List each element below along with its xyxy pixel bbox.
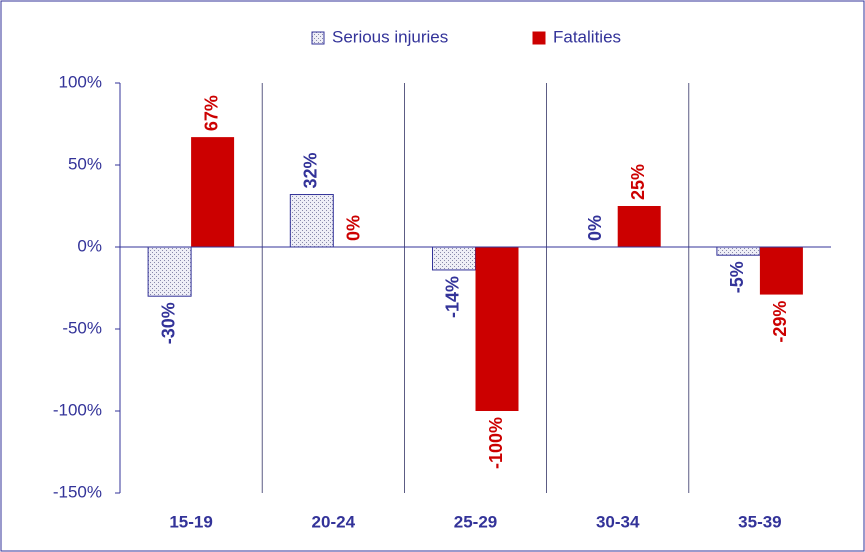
data-label: 0%	[585, 215, 605, 241]
bar	[432, 246, 476, 271]
x-tick-label: 15-19	[169, 512, 212, 531]
legend-swatch	[532, 31, 546, 45]
data-label: 25%	[628, 164, 648, 200]
y-tick-label: 50%	[68, 154, 102, 173]
bar	[147, 246, 192, 297]
y-tick-label: 100%	[59, 72, 102, 91]
data-label: -29%	[770, 301, 790, 343]
x-tick-label: 25-29	[454, 512, 497, 531]
data-label: 32%	[301, 152, 321, 188]
legend-label: Serious injuries	[332, 27, 448, 46]
data-label: -14%	[443, 276, 463, 318]
legend-label: Fatalities	[553, 27, 621, 46]
data-label: 0%	[344, 215, 364, 241]
data-label: -30%	[158, 302, 178, 344]
bar	[191, 137, 235, 247]
data-label: 67%	[201, 95, 221, 131]
x-tick-label: 35-39	[738, 512, 781, 531]
y-tick-label: 0%	[77, 236, 102, 255]
bar	[759, 247, 803, 295]
x-tick-label: 20-24	[312, 512, 356, 531]
data-label: -5%	[727, 261, 747, 293]
x-tick-label: 30-34	[596, 512, 640, 531]
y-tick-label: -150%	[53, 482, 102, 501]
bar	[289, 194, 334, 248]
bar	[617, 206, 661, 247]
y-tick-label: -50%	[62, 318, 102, 337]
legend-swatch	[311, 31, 325, 45]
y-tick-label: -100%	[53, 400, 102, 419]
data-label: -100%	[486, 417, 506, 469]
bar	[716, 246, 761, 256]
bar	[475, 247, 519, 411]
